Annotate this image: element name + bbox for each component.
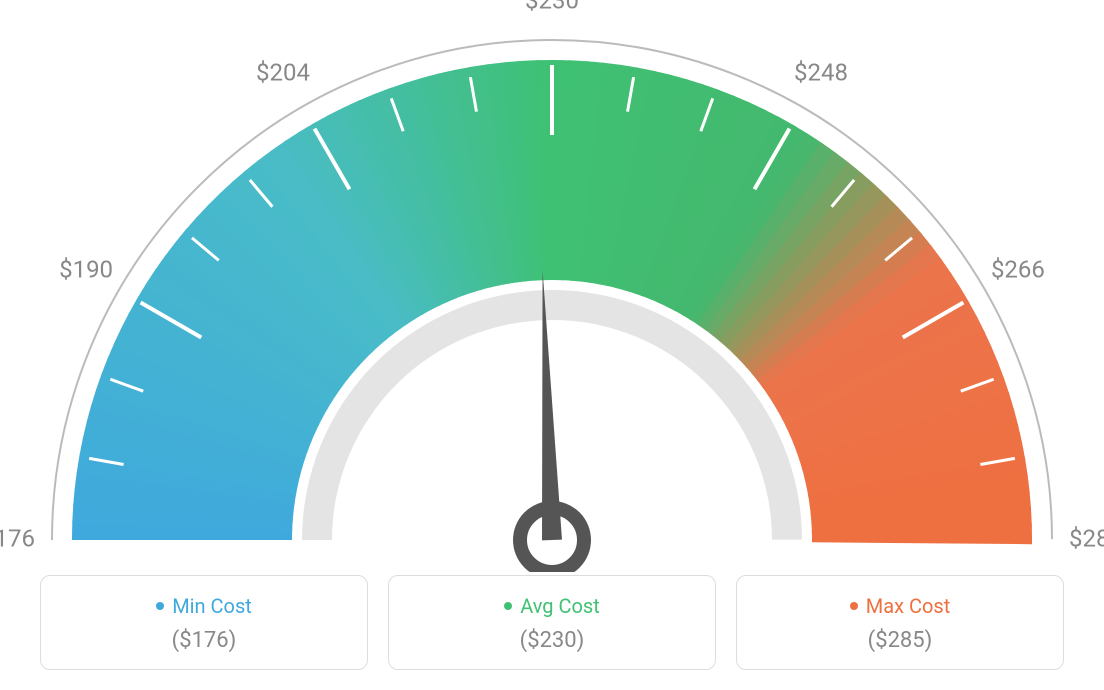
legend-dot-min bbox=[156, 602, 164, 610]
svg-text:$248: $248 bbox=[794, 58, 848, 86]
legend-label-min: Min Cost bbox=[172, 594, 252, 618]
legend-title-max: Max Cost bbox=[850, 594, 951, 618]
svg-text:$285: $285 bbox=[1069, 524, 1104, 552]
legend-card-avg: Avg Cost ($230) bbox=[388, 575, 716, 670]
legend-row: Min Cost ($176) Avg Cost ($230) Max Cost… bbox=[40, 575, 1064, 670]
legend-dot-avg bbox=[504, 602, 512, 610]
svg-text:$190: $190 bbox=[59, 255, 113, 283]
svg-text:$266: $266 bbox=[991, 255, 1045, 283]
legend-label-avg: Avg Cost bbox=[520, 594, 600, 618]
legend-title-avg: Avg Cost bbox=[504, 594, 600, 618]
legend-card-min: Min Cost ($176) bbox=[40, 575, 368, 670]
gauge-chart: $176 $190 $204 $230 $248 $266 $285 bbox=[0, 0, 1104, 572]
svg-text:$230: $230 bbox=[525, 0, 579, 14]
svg-text:$204: $204 bbox=[256, 58, 310, 86]
gauge-svg: $176 $190 $204 $230 $248 $266 $285 bbox=[0, 0, 1104, 572]
legend-dot-max bbox=[850, 602, 858, 610]
legend-card-max: Max Cost ($285) bbox=[736, 575, 1064, 670]
legend-label-max: Max Cost bbox=[866, 594, 951, 618]
legend-title-min: Min Cost bbox=[156, 594, 252, 618]
legend-value-max: ($285) bbox=[749, 628, 1051, 653]
legend-value-avg: ($230) bbox=[401, 628, 703, 653]
svg-text:$176: $176 bbox=[0, 524, 35, 552]
cost-gauge-container: $176 $190 $204 $230 $248 $266 $285 Min Cost ($… bbox=[0, 0, 1104, 690]
legend-value-min: ($176) bbox=[53, 628, 355, 653]
